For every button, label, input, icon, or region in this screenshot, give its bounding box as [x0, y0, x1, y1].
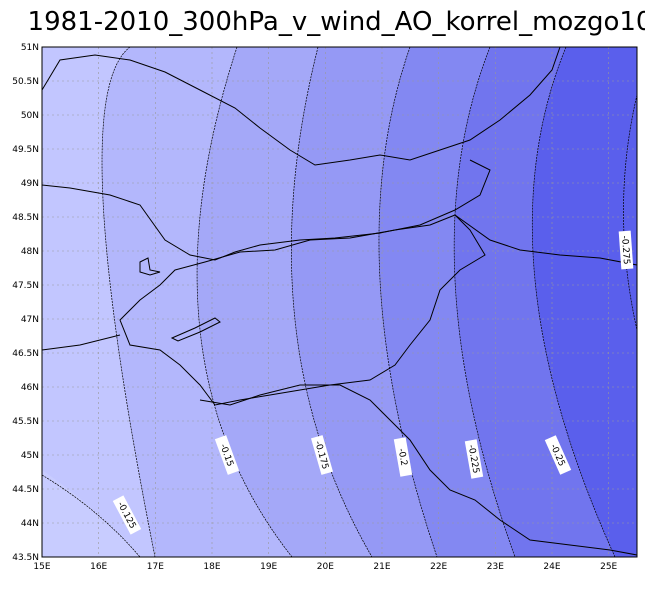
y-tick-label: 45.5N	[12, 417, 39, 427]
x-tick-label: 23E	[487, 562, 504, 572]
x-tick-label: 21E	[373, 562, 390, 572]
contour-line	[531, 46, 616, 558]
contour-fills	[42, 47, 637, 557]
y-tick-label: 46.5N	[12, 349, 39, 359]
contour-line	[378, 46, 438, 558]
lake	[170, 317, 221, 342]
x-tick-label: 22E	[430, 562, 447, 572]
axis-labels: 51N 50.5N 50N 49.5N 49N 48.5N 48N 47.5N 47N 46.5N…	[12, 43, 617, 572]
contour-label-text: -0.275	[619, 235, 631, 265]
contour-label-text: -0.2	[396, 448, 409, 467]
hungary-border	[119, 214, 486, 406]
map-frame	[41, 46, 638, 558]
y-tick-label: 50N	[21, 111, 39, 121]
contour-label-text: -0.225	[466, 444, 481, 474]
y-tick-label: 43.5N	[12, 553, 39, 563]
borders	[41, 46, 638, 556]
border-line	[454, 214, 638, 266]
y-tick-label: 46N	[21, 383, 39, 393]
y-tick-label: 49N	[21, 179, 39, 189]
x-tick-label: 25E	[600, 562, 617, 572]
contour-line	[101, 46, 156, 558]
border-line	[41, 159, 491, 261]
contour-line	[623, 94, 638, 331]
y-tick-label: 50.5N	[12, 77, 39, 87]
contour-line	[291, 46, 373, 558]
label-box	[214, 435, 240, 475]
border-line	[139, 257, 161, 276]
band-fill	[42, 470, 140, 557]
contour-label: -0.2	[393, 437, 413, 477]
y-tick-label: 44.5N	[12, 485, 39, 495]
label-box	[544, 435, 572, 475]
x-tick-label: 24E	[543, 562, 560, 572]
y-tick-label: 45N	[21, 451, 39, 461]
y-tick-label: 51N	[21, 43, 39, 53]
contour-lines	[41, 46, 638, 558]
y-tick-label: 48N	[21, 247, 39, 257]
label-box	[112, 495, 142, 535]
x-tick-label: 15E	[33, 562, 50, 572]
y-tick-label: 44N	[21, 519, 39, 529]
label-box	[464, 439, 484, 479]
contour-label: -0.225	[464, 439, 484, 479]
contour-label: -0.275	[618, 230, 634, 270]
label-box	[618, 230, 634, 270]
y-tick-label: 48.5N	[12, 213, 39, 223]
contour-labels: -0.125-0.15 -0.175 -0.2 -0.225 -0.25-0.275	[112, 230, 634, 535]
x-tick-label: 17E	[147, 562, 164, 572]
contour-line	[453, 46, 516, 558]
x-tick-label: 16E	[90, 562, 107, 572]
map-title: 1981-2010_300hPa_v_wind_AO_korrel_mozgo1…	[28, 7, 645, 37]
y-tick-label: 49.5N	[12, 145, 39, 155]
y-tick-label: 47.5N	[12, 281, 39, 291]
label-box	[393, 437, 413, 477]
x-tick-label: 18E	[203, 562, 220, 572]
border-line	[41, 46, 561, 166]
border-line	[41, 334, 638, 556]
y-tick-label: 47N	[21, 315, 39, 325]
contour-line	[41, 474, 141, 558]
contour-line	[196, 46, 293, 558]
x-tick-label: 19E	[260, 562, 277, 572]
x-tick-label: 20E	[317, 562, 334, 572]
label-box	[310, 435, 334, 475]
